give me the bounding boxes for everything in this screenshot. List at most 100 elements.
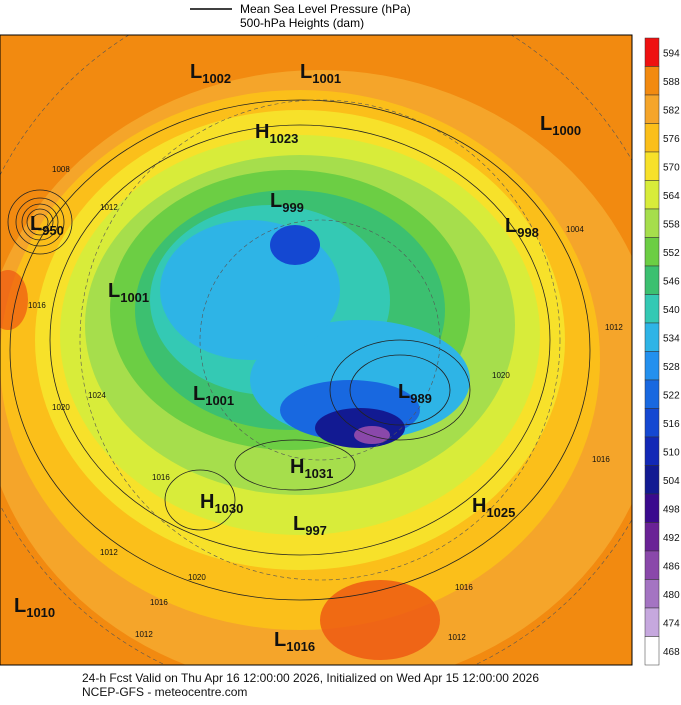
colorbar-box: [644, 607, 660, 637]
center-value: 1002: [202, 71, 231, 86]
colorbar-box: [644, 151, 660, 181]
colorbar-box: [644, 579, 660, 609]
colorbar-box: [644, 265, 660, 295]
isobar-label: 1016: [455, 583, 473, 592]
center-value: 1001: [120, 290, 149, 305]
center-value: 1023: [269, 131, 298, 146]
pressure-center: L1001: [108, 280, 149, 305]
isobar-label: 1020: [52, 403, 70, 412]
center-value: 1030: [214, 501, 243, 516]
colorbar-label: 504: [663, 476, 680, 487]
center-value: 1000: [552, 123, 581, 138]
colorbar-label: 528: [663, 362, 680, 373]
pressure-center: L997: [293, 513, 327, 538]
colorbar-box: [644, 436, 660, 466]
pressure-center: L1000: [540, 113, 581, 138]
colorbar-box: [644, 123, 660, 153]
colorbar: 594 588 582 576 570 564 558 552 546 540 534 528 522 5…: [644, 37, 680, 666]
pressure-center: L950: [30, 213, 64, 238]
isobar-label: 1024: [88, 391, 106, 400]
isobar-label: 1016: [592, 455, 610, 464]
colorbar-label: 540: [663, 305, 680, 316]
legend-text: Mean Sea Level Pressure (hPa): [240, 2, 411, 16]
center-type: L: [270, 190, 282, 212]
isobar-label: 1004: [566, 225, 584, 234]
center-type: H: [200, 491, 214, 513]
pressure-center: H1031: [290, 456, 333, 481]
colorbar-box: [644, 208, 660, 238]
colorbar-box: [644, 322, 660, 352]
pressure-center: L1002: [190, 61, 231, 86]
center-type: L: [193, 383, 205, 405]
isobar-labels: 1008 1012 1016 1024 1020 1016 1012 1004 1012 1020…: [28, 165, 623, 642]
isobar-label: 1020: [188, 573, 206, 582]
center-value: 950: [42, 223, 64, 238]
isobar-label: 1008: [52, 165, 70, 174]
colorbar-box: [644, 237, 660, 267]
isobar-label: 1012: [100, 548, 118, 557]
center-type: L: [108, 280, 120, 302]
colorbar-label: 468: [663, 647, 680, 658]
isobar-label: 1012: [100, 203, 118, 212]
isobar-label: 1012: [605, 323, 623, 332]
colorbar-label: 492: [663, 533, 680, 544]
center-type: L: [398, 381, 410, 403]
center-type: L: [274, 629, 286, 651]
colorbar-label: 576: [663, 134, 680, 145]
colorbar-box: [644, 493, 660, 523]
colorbar-label: 558: [663, 219, 680, 230]
pressure-center: H1023: [255, 121, 298, 146]
center-type: L: [293, 513, 305, 535]
center-type: L: [190, 61, 202, 83]
colorbar-box: [644, 522, 660, 552]
colorbar-box: [644, 37, 660, 67]
pressure-center: L1001: [300, 61, 341, 86]
center-type: L: [300, 61, 312, 83]
legend-text: 500-hPa Heights (dam): [240, 16, 364, 30]
colorbar-label: 552: [663, 248, 680, 259]
center-value: 997: [305, 523, 327, 538]
pressure-center: H1025: [472, 495, 515, 520]
colorbar-box: [644, 294, 660, 324]
colorbar-box: [644, 636, 660, 666]
center-type: H: [472, 495, 486, 517]
colorbar-label: 474: [663, 618, 680, 629]
pressure-center: L1001: [193, 383, 234, 408]
center-type: L: [14, 595, 26, 617]
center-type: L: [30, 213, 42, 235]
isobar-label: 1016: [28, 301, 46, 310]
pressure-center: L999: [270, 190, 304, 215]
isobar-label: 1016: [150, 598, 168, 607]
center-type: L: [540, 113, 552, 135]
colorbar-label: 516: [663, 419, 680, 430]
colorbar-box: [644, 550, 660, 580]
isobar-label: 1012: [448, 633, 466, 642]
footer-text: NCEP-GFS - meteocentre.com: [82, 685, 247, 699]
pressure-center: L989: [398, 381, 432, 406]
colorbar-label: 546: [663, 276, 680, 287]
isobar-label: 1016: [152, 473, 170, 482]
center-value: 989: [410, 391, 432, 406]
footer-text: 24-h Fcst Valid on Thu Apr 16 12:00:00 2…: [82, 671, 539, 685]
colorbar-label: 588: [663, 77, 680, 88]
colorbar-label: 522: [663, 390, 680, 401]
colorbar-label: 594: [663, 48, 680, 59]
pressure-center: L1010: [14, 595, 55, 620]
colorbar-box: [644, 379, 660, 409]
isobar-label: 1020: [492, 371, 510, 380]
center-type: L: [505, 215, 517, 237]
pressure-center: L998: [505, 215, 539, 240]
colorbar-label: 582: [663, 105, 680, 116]
colorbar-label: 486: [663, 561, 680, 572]
center-value: 1025: [486, 505, 515, 520]
colorbar-box: [644, 94, 660, 124]
colorbar-box: [644, 465, 660, 495]
colorbar-label: 498: [663, 504, 680, 515]
colorbar-label: 564: [663, 191, 680, 202]
colorbar-label: 480: [663, 590, 680, 601]
center-value: 1031: [304, 466, 333, 481]
center-value: 998: [517, 225, 539, 240]
